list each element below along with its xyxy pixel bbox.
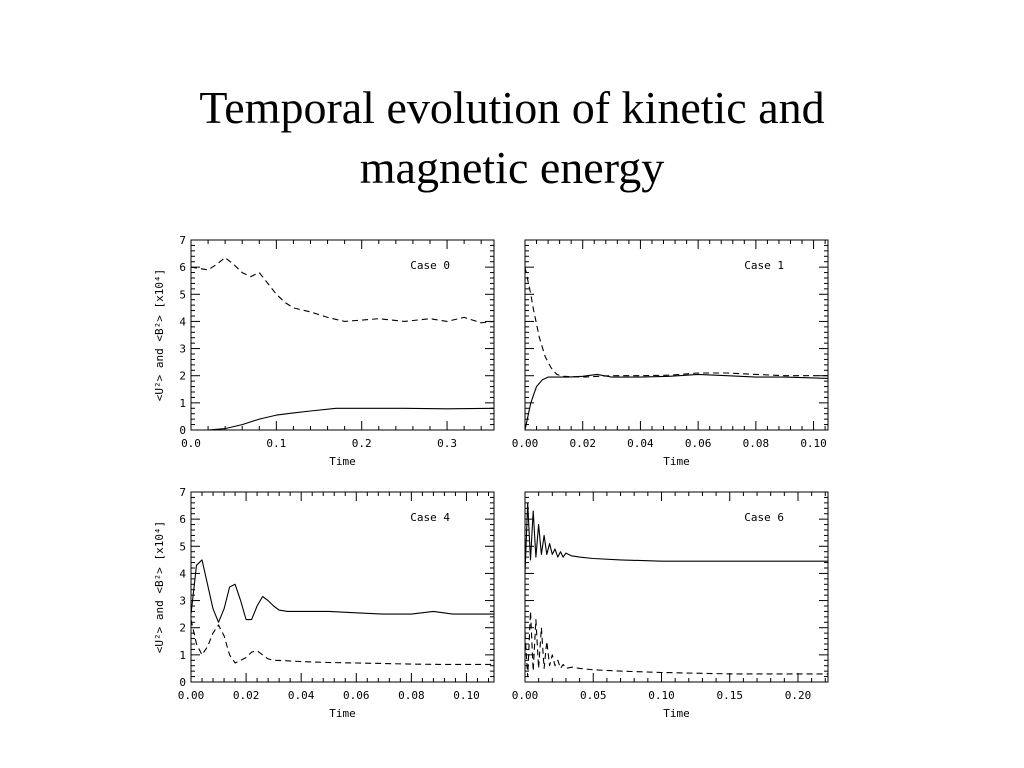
dashed-series-line	[524, 266, 828, 378]
plot-frame	[524, 491, 829, 683]
dashed-series-line	[524, 610, 828, 678]
x-axis-label: Time	[329, 707, 356, 720]
case-annotation: Case 4	[410, 511, 450, 524]
x-tick-label: 0.10	[648, 689, 675, 702]
y-axis-label: <U²> and <B²> [x10⁴]	[153, 521, 166, 653]
x-tick-label: 0.06	[343, 689, 370, 702]
y-tick-label: 7	[179, 234, 186, 247]
x-tick-label: 0.08	[743, 437, 770, 450]
x-tick-label: 0.10	[800, 437, 827, 450]
chart-panel-2: 0.00 0.02 0.04 0.06 0.08 0.10 Time Case 1	[512, 239, 829, 468]
x-tick-label: 0.04	[288, 689, 315, 702]
x-tick-label: 0.20	[785, 689, 812, 702]
chart-panel-1: 0 1 2 3 4 5 6 7 0.0 0.1 0.2 0.3 Time <U²> and <B²> [x…	[153, 234, 495, 468]
plot-frame	[190, 491, 495, 683]
solid-series-line	[524, 373, 829, 431]
x-tick-label: 0.0	[181, 437, 201, 450]
x-tick-label: 0.06	[685, 437, 712, 450]
chart-panel-4: 0.00 0.05 0.10 0.15 0.20 Time Case 6	[512, 491, 829, 720]
x-tick-label: 0.3	[437, 437, 457, 450]
solid-series-line	[524, 502, 828, 574]
chart-panel-3: 0 1 2 3 4 5 6 7 0.00 0.02 0.04 0.06 0.08 0.10 Time <U²>…	[153, 486, 495, 720]
slide-title: Temporal evolution of kinetic and magnet…	[0, 78, 1024, 198]
x-tick-label: 0.00	[178, 689, 205, 702]
y-tick-label: 6	[179, 261, 186, 274]
slide-title-line2: magnetic energy	[359, 142, 665, 193]
y-tick-label: 4	[179, 315, 186, 328]
case-annotation: Case 6	[744, 511, 784, 524]
y-tick-label: 5	[179, 288, 186, 301]
y-tick-label: 6	[179, 513, 186, 526]
y-tick-label: 2	[179, 622, 186, 635]
x-tick-label: 0.2	[352, 437, 372, 450]
x-axis-label: Time	[663, 455, 690, 468]
y-tick-label: 5	[179, 540, 186, 553]
y-tick-label: 0	[179, 676, 186, 689]
x-tick-label: 0.04	[627, 437, 654, 450]
y-tick-label: 3	[179, 343, 186, 356]
x-tick-label: 0.05	[580, 689, 607, 702]
case-annotation: Case 1	[744, 259, 784, 272]
y-tick-label: 4	[179, 567, 186, 580]
plot-frame	[190, 239, 495, 431]
y-tick-label: 2	[179, 370, 186, 383]
y-tick-label: 1	[179, 649, 186, 662]
case-annotation: Case 0	[410, 259, 450, 272]
y-tick-label: 0	[179, 424, 186, 437]
y-tick-label: 7	[179, 486, 186, 499]
x-tick-label: 0.02	[233, 689, 260, 702]
x-axis-label: Time	[663, 707, 690, 720]
solid-series-line	[191, 407, 495, 431]
x-tick-label: 0.00	[512, 689, 539, 702]
dashed-series-line	[190, 257, 495, 324]
x-tick-label: 0.08	[398, 689, 425, 702]
plot-frame	[524, 239, 829, 431]
y-axis-label: <U²> and <B²> [x10⁴]	[153, 269, 166, 401]
dashed-series-line	[190, 619, 494, 665]
x-tick-label: 0.00	[512, 437, 539, 450]
y-tick-label: 3	[179, 595, 186, 608]
x-tick-label: 0.02	[569, 437, 596, 450]
x-tick-label: 0.1	[266, 437, 286, 450]
x-tick-label: 0.10	[453, 689, 480, 702]
slide-title-line1: Temporal evolution of kinetic and	[199, 82, 825, 133]
y-tick-label: 1	[179, 397, 186, 410]
x-axis-label: Time	[329, 455, 356, 468]
x-tick-label: 0.15	[716, 689, 743, 702]
solid-series-line	[190, 559, 494, 623]
